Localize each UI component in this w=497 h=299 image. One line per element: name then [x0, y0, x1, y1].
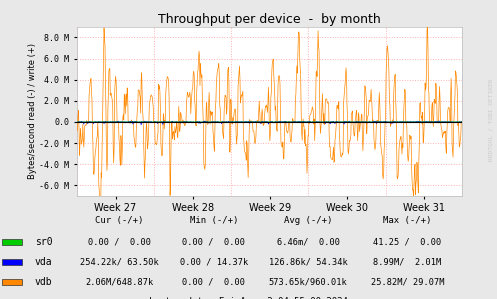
Text: 0.00 /  0.00: 0.00 / 0.00	[88, 237, 151, 246]
Text: 41.25 /  0.00: 41.25 / 0.00	[373, 237, 442, 246]
Text: Max (-/+): Max (-/+)	[383, 216, 432, 225]
Text: 0.00 /  0.00: 0.00 / 0.00	[182, 277, 245, 286]
Bar	[2, 279, 22, 285]
Text: vdb: vdb	[35, 277, 52, 287]
Text: 6.46m/  0.00: 6.46m/ 0.00	[277, 237, 339, 246]
Bar	[2, 239, 22, 245]
Text: Last update: Fri Aug  2 04:55:00 2024: Last update: Fri Aug 2 04:55:00 2024	[149, 297, 348, 299]
Text: 126.86k/ 54.34k: 126.86k/ 54.34k	[269, 257, 347, 266]
Text: sr0: sr0	[35, 237, 52, 247]
Text: Cur (-/+): Cur (-/+)	[95, 216, 144, 225]
Title: Throughput per device  -  by month: Throughput per device - by month	[158, 13, 381, 26]
Text: 8.99M/  2.01M: 8.99M/ 2.01M	[373, 257, 442, 266]
Text: 2.06M/648.87k: 2.06M/648.87k	[85, 277, 154, 286]
Text: 0.00 / 14.37k: 0.00 / 14.37k	[179, 257, 248, 266]
Text: 25.82M/ 29.07M: 25.82M/ 29.07M	[371, 277, 444, 286]
Text: Min (-/+): Min (-/+)	[189, 216, 238, 225]
Y-axis label: Bytes/second read (-) / write (+): Bytes/second read (-) / write (+)	[28, 43, 37, 179]
Text: 254.22k/ 63.50k: 254.22k/ 63.50k	[80, 257, 159, 266]
Text: 573.65k/960.01k: 573.65k/960.01k	[269, 277, 347, 286]
Text: vda: vda	[35, 257, 52, 267]
Bar	[2, 259, 22, 265]
Text: Avg (-/+): Avg (-/+)	[284, 216, 332, 225]
Text: 0.00 /  0.00: 0.00 / 0.00	[182, 237, 245, 246]
Text: RRDTOOL / TOBI OETIKER: RRDTOOL / TOBI OETIKER	[489, 78, 494, 161]
